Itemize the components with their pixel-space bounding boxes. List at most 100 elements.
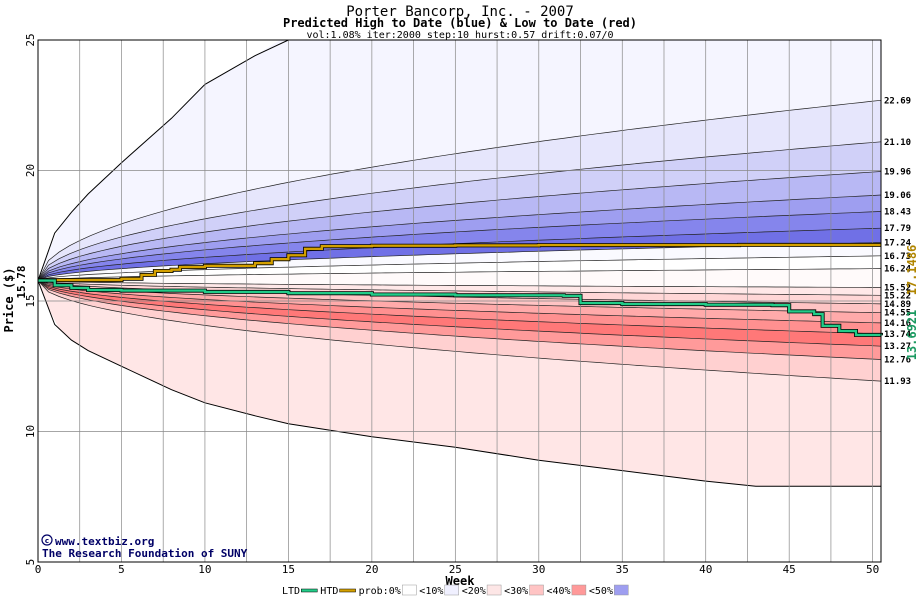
band-end-label: 15.22 bbox=[884, 291, 911, 301]
legend-label: LTD bbox=[282, 586, 300, 597]
band-end-label: 19.96 bbox=[884, 168, 911, 178]
probability-band bbox=[38, 280, 881, 334]
legend-label: <40% bbox=[547, 586, 571, 597]
htd-end-value: 13.6921 bbox=[905, 310, 919, 361]
y-tick-label: 10 bbox=[24, 425, 37, 438]
y-tick-label: 25 bbox=[24, 33, 37, 46]
legend-label: <20% bbox=[462, 586, 486, 597]
legend-swatch-line bbox=[339, 588, 356, 593]
legend-swatch bbox=[529, 584, 544, 596]
band-end-label: 21.10 bbox=[884, 138, 911, 148]
band-boundary-line bbox=[37, 280, 882, 360]
probability-band bbox=[38, 280, 881, 304]
band-end-label: 17.24 bbox=[884, 239, 912, 249]
band-end-label: 14.55 bbox=[884, 309, 911, 319]
probability-band bbox=[38, 280, 881, 382]
y-tick-label: 5 bbox=[24, 559, 37, 566]
probability-band bbox=[38, 280, 881, 347]
plot-frame bbox=[37, 39, 882, 563]
band-end-label: 14.89 bbox=[884, 300, 911, 310]
band-boundary-line bbox=[37, 280, 882, 296]
band-boundary-line bbox=[37, 280, 882, 314]
x-tick-label: 20 bbox=[365, 563, 378, 576]
x-tick-label: 50 bbox=[866, 563, 879, 576]
probability-band bbox=[38, 195, 881, 281]
probability-band bbox=[38, 268, 881, 288]
series-lines bbox=[38, 242, 883, 337]
probability-band bbox=[38, 40, 881, 281]
watermark: c www.textbiz.org The Research Foundatio… bbox=[41, 534, 248, 560]
chart-subtitle: Predicted High to Date (blue) & Low to D… bbox=[283, 16, 637, 30]
probability-band bbox=[38, 280, 881, 487]
copyright-c: c bbox=[45, 537, 49, 545]
band-boundary-line bbox=[37, 171, 882, 281]
legend-label: <10% bbox=[419, 586, 443, 597]
x-tick-label: 40 bbox=[699, 563, 712, 576]
band-end-label: 13.27 bbox=[884, 342, 911, 352]
band-boundary-line bbox=[37, 280, 882, 382]
prob-end-value: 17.1486 bbox=[905, 245, 919, 296]
watermark-org: The Research Foundation of SUNY bbox=[42, 547, 248, 560]
legend-label: HTD bbox=[320, 586, 338, 597]
copyright-icon bbox=[41, 534, 53, 546]
chart-title: Porter Bancorp, Inc. - 2007 bbox=[346, 4, 574, 20]
start-price-label: 15.78 bbox=[15, 265, 28, 298]
band-boundary-line bbox=[37, 268, 882, 281]
legend: LTD HTD prob:0% <10% <20% <30% <40% <50% bbox=[282, 584, 629, 597]
band-boundary-line bbox=[37, 99, 882, 281]
band-end-label: 16.73 bbox=[884, 252, 911, 262]
band-end-label: 13.74 bbox=[884, 330, 912, 340]
band-end-label: 18.43 bbox=[884, 207, 911, 217]
legend-swatch bbox=[614, 584, 629, 596]
x-tick-label: 25 bbox=[449, 563, 462, 576]
probability-band bbox=[38, 280, 881, 360]
x-tick-labels: 0 5 10 15 20 25 30 35 40 45 50 bbox=[35, 563, 880, 576]
legend-swatch bbox=[486, 584, 502, 596]
legend-swatch bbox=[571, 584, 587, 596]
band-boundary-line bbox=[37, 194, 882, 281]
band-end-label: 11.93 bbox=[884, 377, 911, 387]
probability-band bbox=[38, 242, 881, 281]
band-boundary-line bbox=[37, 280, 882, 335]
x-tick-label: 45 bbox=[783, 563, 796, 576]
band-boundary-line bbox=[37, 280, 882, 347]
band-end-label: 15.52 bbox=[884, 283, 911, 293]
legend-label: prob:0% bbox=[359, 586, 401, 597]
y-tick-label: 20 bbox=[24, 164, 37, 177]
band-boundary-line bbox=[37, 280, 882, 324]
series-htd-line bbox=[38, 279, 883, 337]
x-tick-label: 30 bbox=[532, 563, 545, 576]
y-tick-label: 15 bbox=[24, 294, 37, 307]
band-boundary-line bbox=[37, 141, 882, 281]
band-boundary-line bbox=[37, 280, 881, 288]
probability-band bbox=[38, 141, 881, 281]
x-tick-label: 35 bbox=[616, 563, 629, 576]
band-end-label: 17.79 bbox=[884, 224, 911, 234]
band-end-label: 19.06 bbox=[884, 191, 911, 201]
probability-band bbox=[38, 228, 881, 281]
series-prob-line bbox=[38, 243, 881, 282]
band-end-label: 14.16 bbox=[884, 319, 911, 329]
legend-label: <50% bbox=[589, 586, 613, 597]
band-end-label: 16.24 bbox=[884, 265, 912, 275]
legend-swatch bbox=[444, 584, 459, 596]
band-boundary-line bbox=[37, 211, 882, 281]
x-axis-label: Week bbox=[446, 574, 476, 588]
band-end-label: 22.69 bbox=[884, 96, 911, 106]
legend-label: <30% bbox=[504, 586, 528, 597]
watermark-url: www.textbiz.org bbox=[55, 535, 154, 548]
right-band-labels: 22.69 21.10 19.96 19.06 18.43 17.79 17.24 16.73… bbox=[884, 96, 912, 387]
legend-swatch bbox=[402, 584, 417, 596]
y-tick-labels: 5 10 15 20 25 bbox=[24, 33, 37, 565]
probability-band bbox=[38, 171, 881, 281]
x-tick-label: 5 bbox=[118, 563, 125, 576]
probability-band bbox=[38, 280, 881, 323]
x-tick-label: 15 bbox=[282, 563, 295, 576]
band-end-label: 12.76 bbox=[884, 355, 911, 365]
probability-bands bbox=[37, 40, 882, 562]
x-tick-label: 0 bbox=[35, 563, 42, 576]
y-axis-label: Price ($) bbox=[2, 267, 16, 332]
probability-band bbox=[38, 100, 881, 281]
probability-band bbox=[38, 211, 881, 281]
